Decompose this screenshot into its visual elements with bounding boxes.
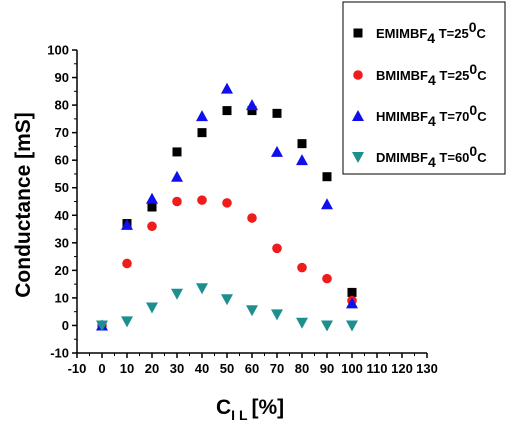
data-point <box>221 82 233 94</box>
data-point <box>271 309 283 321</box>
legend-marker <box>353 70 363 80</box>
data-point <box>197 128 207 138</box>
x-tick-label: 30 <box>170 361 184 376</box>
data-point <box>321 198 333 210</box>
x-tick-label: 120 <box>391 361 413 376</box>
data-point <box>346 320 358 332</box>
data-point <box>147 202 157 212</box>
data-point <box>272 243 282 254</box>
x-tick-label: 110 <box>367 361 388 376</box>
legend-label: HMIMBF4 T=700C <box>376 102 487 129</box>
data-point <box>321 320 333 332</box>
legend-marker <box>353 28 363 38</box>
y-tick-label: 100 <box>47 43 69 58</box>
x-tick-label: -10 <box>68 361 87 376</box>
legend-label: DMIMBF4 T=600C <box>376 143 487 170</box>
y-tick-label: 90 <box>55 70 69 85</box>
data-point <box>146 192 158 204</box>
legend: EMIMBF4 T=250C BMIMBF4 T=250C HMIMBF4 T=70… <box>342 1 506 175</box>
series-2 <box>97 195 357 331</box>
y-tick-label: 10 <box>55 290 69 305</box>
y-axis-title: Conductance [mS] <box>12 112 35 298</box>
data-point <box>172 147 182 157</box>
data-point <box>222 198 232 208</box>
x-tick-label: 80 <box>295 361 309 376</box>
x-axis-title-subscript: I L <box>231 407 248 421</box>
data-point <box>196 283 208 295</box>
data-point <box>246 99 258 111</box>
x-tick-label: 60 <box>245 361 259 376</box>
x-tick-label: 40 <box>195 361 209 376</box>
data-point <box>296 317 308 329</box>
data-point <box>322 273 332 284</box>
y-tick-label: 0 <box>62 318 69 333</box>
data-point <box>247 213 257 223</box>
legend-label: BMIMBF4 T=250C <box>376 61 487 88</box>
x-tick-label: 130 <box>416 361 438 376</box>
x-tick-label: 90 <box>320 361 334 376</box>
y-tick-label: -10 <box>50 346 69 361</box>
series-4 <box>96 283 358 332</box>
data-point <box>146 302 158 314</box>
y-tick-label: 50 <box>55 180 69 195</box>
y-tick-label: 60 <box>55 153 69 168</box>
data-point <box>197 195 207 205</box>
legend-label: EMIMBF4 T=250C <box>376 19 486 46</box>
data-point <box>171 170 183 182</box>
data-point <box>122 258 132 269</box>
data-point <box>147 221 157 232</box>
data-point <box>246 305 258 317</box>
x-axis-ticks: -10 0 10 20 30 40 50 60 70 80 90 100 110 120 130 <box>68 353 438 376</box>
legend-marker <box>352 152 364 163</box>
data-points <box>96 82 358 332</box>
legend-box <box>342 1 506 175</box>
x-tick-label: 20 <box>145 361 159 376</box>
data-point <box>297 262 307 273</box>
x-tick-label: 50 <box>220 361 234 376</box>
y-axis-ticks: -10 0 10 20 30 40 50 60 70 80 90 100 <box>47 43 77 361</box>
data-point <box>297 139 307 149</box>
data-point <box>271 145 283 157</box>
data-point <box>171 288 183 300</box>
data-point <box>96 320 108 332</box>
legend-marker <box>352 110 364 121</box>
x-tick-label: 70 <box>270 361 284 376</box>
y-tick-label: 80 <box>55 98 69 113</box>
data-point <box>322 172 332 182</box>
y-tick-label: 40 <box>55 208 69 223</box>
data-point <box>247 106 257 116</box>
x-tick-label: 10 <box>120 361 134 376</box>
x-axis-title-main: C <box>216 396 231 419</box>
data-point <box>172 196 182 207</box>
data-point <box>121 218 133 230</box>
y-tick-label: 20 <box>55 263 69 278</box>
x-tick-label: 0 <box>98 361 105 376</box>
data-point <box>296 154 308 166</box>
data-point <box>346 297 358 309</box>
y-tick-label: 70 <box>55 125 69 140</box>
data-point <box>196 110 208 122</box>
x-axis-title-unit: [%] <box>252 396 285 419</box>
y-tick-label: 30 <box>55 235 69 250</box>
data-point <box>221 294 233 306</box>
data-point <box>347 287 357 297</box>
data-point <box>272 108 282 118</box>
x-axis-title: CI L [%] <box>216 396 284 421</box>
data-point <box>222 106 232 116</box>
data-point <box>121 316 133 328</box>
x-tick-label: 100 <box>341 361 363 376</box>
